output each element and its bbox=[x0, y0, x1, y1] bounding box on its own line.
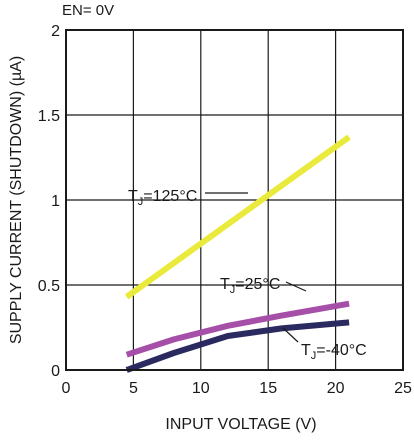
series-line-1 bbox=[125, 300, 350, 358]
x-tick-label: 0 bbox=[62, 380, 71, 397]
y-tick-label: 0 bbox=[51, 363, 60, 380]
y-tick-label: 1 bbox=[51, 193, 60, 210]
x-tick-label: 25 bbox=[394, 380, 412, 397]
axis-ticks: 0 5 10 15 20 25 0 0.5 1 1.5 2 bbox=[38, 23, 412, 397]
series-line-2 bbox=[125, 319, 350, 373]
y-axis-label: SUPPLY CURRENT (SHUTDOWN) (µA) bbox=[8, 56, 25, 344]
x-axis-label: INPUT VOLTAGE (V) bbox=[165, 416, 316, 433]
plot-frame bbox=[65, 29, 404, 371]
series-label: TJ=-40°C bbox=[301, 342, 367, 362]
y-tick-label: 2 bbox=[51, 23, 60, 40]
x-tick-label: 10 bbox=[192, 380, 210, 397]
annotation-leader bbox=[282, 327, 299, 343]
grid bbox=[66, 30, 403, 370]
series-label: TJ=125°C bbox=[128, 188, 197, 208]
x-tick-label: 20 bbox=[327, 380, 345, 397]
series-layer bbox=[124, 134, 351, 373]
x-tick-label: 15 bbox=[259, 380, 277, 397]
x-tick-label: 5 bbox=[129, 380, 138, 397]
y-tick-label: 1.5 bbox=[38, 108, 60, 125]
chart-title: EN= 0V bbox=[62, 2, 114, 19]
annotation-leader bbox=[285, 281, 307, 292]
series-annotations: TJ=125°C TJ=25°C TJ=-40°C bbox=[128, 188, 367, 362]
series-line-0 bbox=[124, 134, 351, 300]
series-label: TJ=25°C bbox=[220, 276, 280, 296]
y-tick-label: 0.5 bbox=[38, 278, 60, 295]
